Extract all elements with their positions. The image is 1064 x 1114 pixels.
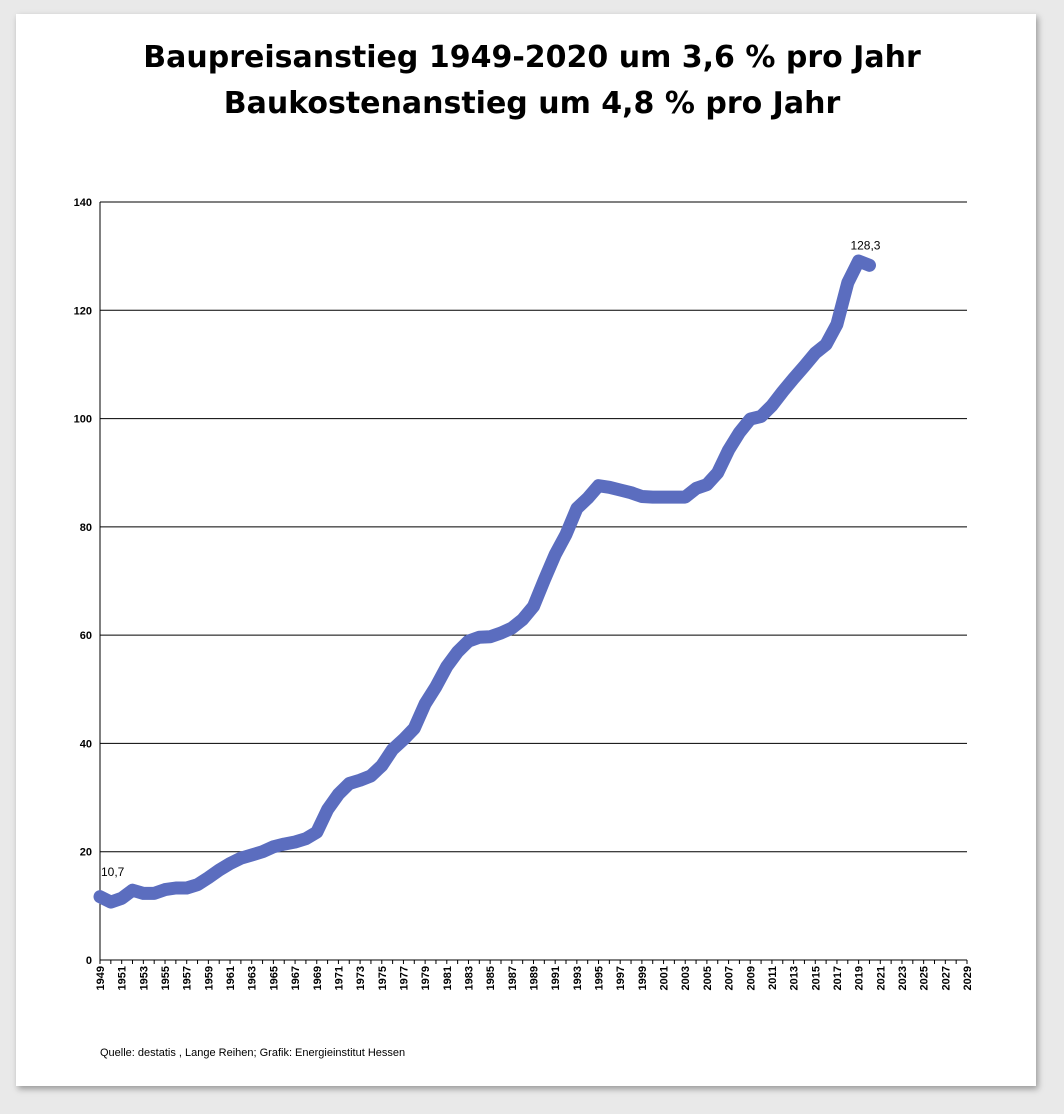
x-tick-label: 1985: [485, 966, 497, 990]
x-tick-label: 1967: [290, 966, 302, 990]
x-tick-label: 2005: [702, 966, 714, 990]
y-tick-label: 100: [74, 414, 92, 426]
x-tick-label: 1989: [529, 966, 541, 990]
x-tick-label: 1987: [507, 966, 519, 990]
x-tick-label: 1973: [355, 966, 367, 990]
x-tick-label: 1965: [268, 966, 280, 990]
x-tick-label: 1999: [637, 966, 649, 990]
x-tick-label: 1995: [594, 966, 606, 990]
x-tick-label: 2009: [745, 966, 757, 990]
y-tick-label: 80: [80, 522, 92, 534]
x-tick-label: 1977: [398, 966, 410, 990]
x-tick-label: 2013: [789, 966, 801, 990]
x-tick-label: 1959: [203, 966, 215, 990]
x-tick-label: 2017: [832, 966, 844, 990]
x-tick-label: 2023: [897, 966, 909, 990]
x-tick-label: 1955: [160, 966, 172, 990]
chart-subtitle: Baukostenanstieg um 4,8 % pro Jahr: [223, 86, 841, 121]
y-tick-label: 140: [74, 197, 92, 209]
x-tick-label: 2021: [875, 966, 887, 990]
x-tick-label: 2007: [724, 966, 736, 990]
x-tick-label: 2029: [962, 966, 974, 990]
x-tick-label: 1979: [420, 966, 432, 990]
x-tick-label: 1957: [182, 966, 194, 990]
y-tick-label: 60: [80, 630, 92, 642]
x-tick-label: 1953: [138, 966, 150, 990]
x-tick-label: 1991: [550, 966, 562, 990]
x-tick-label: 1963: [247, 966, 259, 990]
x-tick-label: 2001: [659, 966, 671, 990]
x-tick-label: 2027: [940, 966, 952, 990]
x-tick-label: 1983: [463, 966, 475, 990]
source-note: Quelle: destatis , Lange Reihen; Grafik:…: [100, 1047, 406, 1059]
x-tick-label: 1981: [442, 966, 454, 990]
x-tick-label: 1993: [572, 966, 584, 990]
data-label-start: 10,7: [101, 865, 125, 879]
x-tick-label: 1951: [117, 966, 129, 990]
x-tick-label: 1949: [95, 966, 107, 990]
chart-title: Baupreisanstieg 1949-2020 um 3,6 % pro J…: [143, 40, 921, 75]
series-line: [93, 254, 876, 909]
x-tick-label: 2011: [767, 966, 779, 990]
x-tick-label: 2003: [680, 966, 692, 990]
x-tick-label: 1971: [333, 966, 345, 990]
x-tick-label: 2019: [854, 966, 866, 990]
y-tick-label: 0: [86, 955, 92, 967]
data-label-end: 128,3: [850, 238, 880, 252]
x-tick-label: 2025: [919, 966, 931, 990]
x-tick-label: 1961: [225, 966, 237, 990]
y-tick-label: 120: [74, 305, 92, 317]
chart-card: [16, 14, 1036, 1086]
x-tick-label: 1975: [377, 966, 389, 990]
y-tick-label: 40: [80, 738, 92, 750]
x-tick-label: 1969: [312, 966, 324, 990]
x-tick-label: 1997: [615, 966, 627, 990]
x-tick-label: 2015: [810, 966, 822, 990]
y-tick-label: 20: [80, 847, 92, 859]
